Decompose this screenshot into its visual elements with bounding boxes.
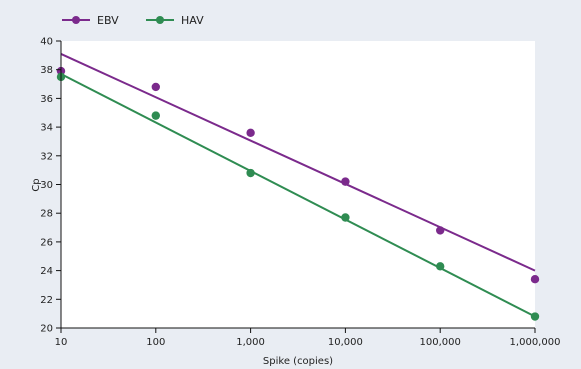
data-point-hav [341,213,350,222]
x-tick-label: 100 [146,337,165,348]
y-tick-label: 38 [40,65,53,76]
y-tick-label: 36 [40,94,53,105]
x-tick-label: 10,000 [328,337,363,348]
x-tick-label: 100,000 [420,337,461,348]
legend-label-hav: HAV [181,14,204,27]
data-point-ebv [151,82,160,92]
y-tick-label: 24 [40,266,53,277]
x-tick-label: 1,000,000 [510,337,561,348]
data-point-ebv [341,177,350,186]
y-tick-label: 26 [40,237,53,248]
legend-marker-ebv [72,16,80,24]
x-axis-label: Spike (copies) [263,356,333,367]
x-tick-label: 1,000 [236,337,265,348]
fit-line-hav [60,73,536,318]
y-tick-label: 32 [40,151,53,162]
data-point-ebv [530,275,540,284]
x-tick-label: 10 [55,337,68,348]
x-ticks: 10 100 1,000 10,000 100,000 1,000,000 [55,328,561,348]
y-tick-label: 40 [40,37,53,48]
y-tick-label: 22 [40,295,53,306]
data-points [56,66,540,321]
legend-marker-hav [156,16,164,24]
fit-line-ebv [60,53,536,272]
data-point-ebv [436,226,445,235]
plot-area [61,41,535,328]
y-tick-label: 34 [40,123,53,134]
y-ticks: 20 22 24 26 28 30 32 34 36 38 40 [40,37,61,335]
y-tick-label: 28 [40,209,53,220]
y-axis-label: Cp [31,178,42,191]
legend: EBV HAV [62,14,204,27]
data-point-hav [246,168,255,178]
y-tick-label: 30 [40,180,53,191]
data-point-hav [530,312,540,321]
data-point-ebv [246,128,255,138]
y-tick-label: 20 [40,324,53,335]
data-point-hav [151,111,160,120]
legend-label-ebv: EBV [97,14,119,27]
data-point-hav [436,262,445,271]
fit-lines [60,53,536,318]
